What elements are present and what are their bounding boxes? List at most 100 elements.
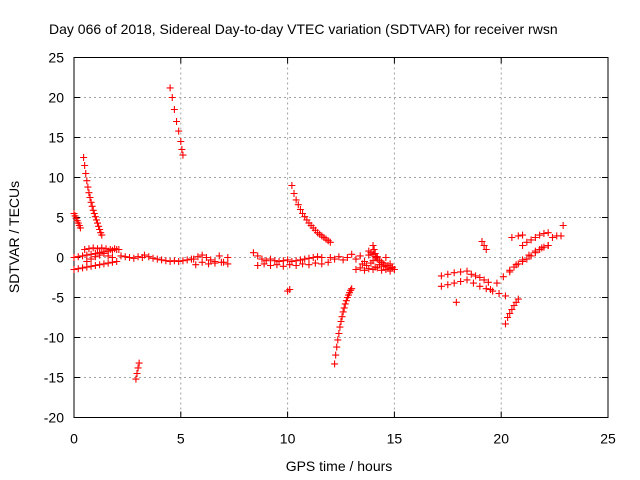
data-point <box>98 244 106 252</box>
data-point <box>106 246 114 253</box>
data-point <box>153 255 161 263</box>
data-point <box>482 246 490 253</box>
data-point <box>559 222 567 229</box>
series-arc-x <box>437 276 509 300</box>
data-point <box>444 270 452 278</box>
data-point <box>318 254 326 261</box>
data-point <box>70 254 78 261</box>
data-point <box>79 264 87 272</box>
data-point <box>356 252 364 260</box>
data-point <box>437 272 445 280</box>
series-arc-l <box>192 258 232 269</box>
data-point <box>92 216 100 224</box>
data-point <box>113 258 121 265</box>
data-point <box>178 146 186 153</box>
data-point <box>540 230 548 237</box>
data-point <box>523 238 531 246</box>
data-point <box>309 254 317 261</box>
data-point <box>190 255 198 263</box>
data-point <box>463 267 471 275</box>
plot-frame <box>73 57 609 418</box>
data-point <box>198 258 206 266</box>
axis-ticks: 0 5 10 15 20 25 25 20 15 10 5 0 -5 -10 -15 -20 <box>44 50 616 447</box>
data-point <box>254 252 262 260</box>
data-point <box>337 318 345 325</box>
data-point <box>82 170 90 177</box>
data-point <box>90 210 98 217</box>
data-point <box>318 260 326 268</box>
data-point <box>493 279 501 287</box>
series-arc-y <box>452 298 460 306</box>
data-point <box>273 261 281 269</box>
data-point <box>527 252 535 260</box>
data-point <box>215 252 223 260</box>
data-point <box>340 304 348 312</box>
series-arc-ab <box>501 295 522 328</box>
y-tick-label: 5 <box>56 210 64 226</box>
data-point <box>510 263 518 271</box>
data-point <box>480 276 488 284</box>
data-point <box>372 254 380 261</box>
data-point <box>501 320 509 328</box>
data-point <box>115 246 123 253</box>
series-arc-ae <box>519 229 552 249</box>
data-point <box>506 268 514 276</box>
data-point <box>130 254 138 262</box>
data-point <box>544 242 552 249</box>
chart-title: Day 066 of 2018, Sidereal Day-to-day VTE… <box>49 21 558 37</box>
data-point <box>540 243 548 251</box>
data-point <box>371 263 379 271</box>
data-point <box>437 282 445 290</box>
data-point <box>192 261 200 269</box>
data-point <box>476 282 484 290</box>
data-point <box>88 202 96 210</box>
data-point <box>91 213 99 221</box>
data-point <box>93 245 101 253</box>
data-point <box>548 234 556 241</box>
data-point <box>286 286 294 293</box>
data-point <box>484 278 492 286</box>
data-point <box>508 306 516 313</box>
y-tick-label: 15 <box>48 130 64 146</box>
data-point <box>175 127 183 135</box>
data-point <box>331 255 339 263</box>
x-tick-label: 5 <box>177 431 185 447</box>
data-point <box>514 260 522 268</box>
x-tick-label: 25 <box>600 431 616 447</box>
data-point <box>519 231 527 239</box>
data-point <box>544 229 552 237</box>
data-point <box>495 290 503 297</box>
data-point <box>267 262 275 269</box>
data-point <box>170 106 178 113</box>
data-point <box>332 351 340 359</box>
data-point <box>108 254 116 261</box>
data-point <box>170 257 178 265</box>
x-tick-label: 10 <box>280 431 296 447</box>
data-point <box>224 254 232 261</box>
data-point <box>371 250 379 257</box>
series-arc-ag <box>548 222 567 241</box>
series-arc-h <box>132 359 143 383</box>
series-arc-v <box>369 242 380 261</box>
data-point <box>343 254 351 261</box>
data-point <box>292 196 300 204</box>
data-point <box>382 254 390 261</box>
x-tick-label: 20 <box>493 431 509 447</box>
data-point <box>519 258 527 265</box>
data-point <box>472 272 480 280</box>
data-point <box>348 285 356 293</box>
data-point <box>267 255 275 263</box>
data-point <box>463 276 471 284</box>
data-point <box>536 246 544 253</box>
data-point <box>207 256 215 264</box>
data-point <box>89 244 97 252</box>
data-point <box>117 252 125 260</box>
data-point <box>367 259 375 267</box>
data-point <box>352 266 360 273</box>
data-point <box>83 177 91 185</box>
data-point <box>476 274 484 281</box>
data-point <box>457 268 465 276</box>
data-point <box>135 359 143 367</box>
grid <box>74 57 608 418</box>
